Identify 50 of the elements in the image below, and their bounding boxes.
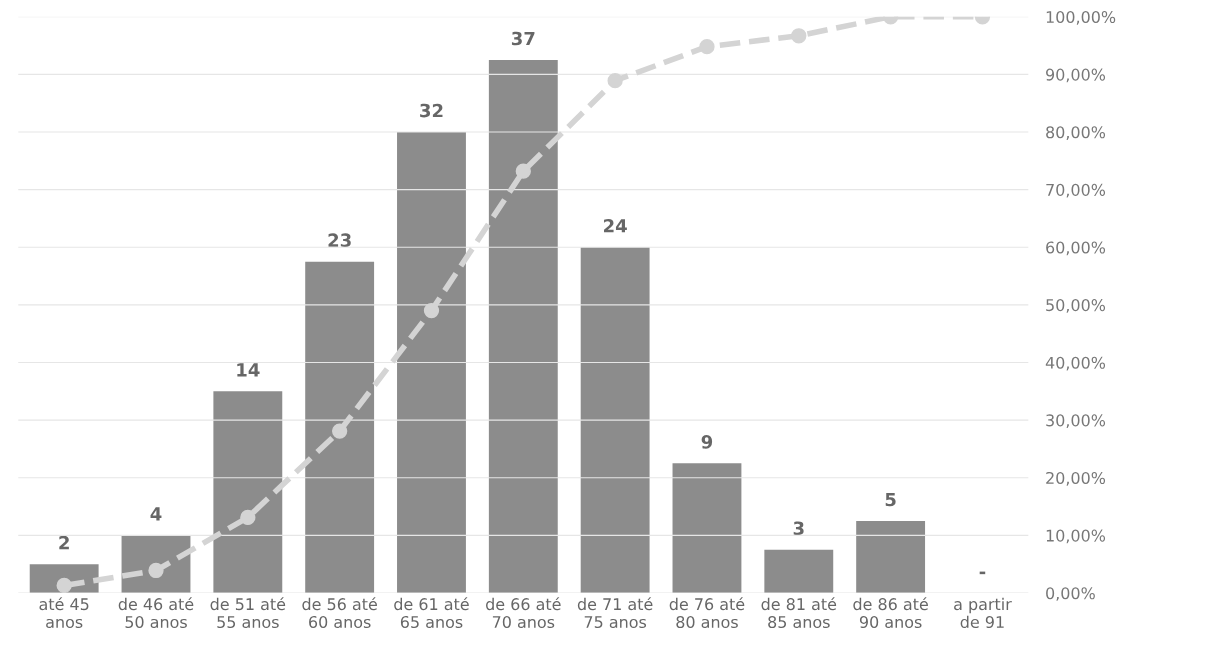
point bbox=[56, 577, 72, 593]
data-label: 37 bbox=[511, 31, 535, 46]
data-label: 5 bbox=[885, 492, 896, 507]
x-tick-label: de 61 até 65 anos bbox=[394, 597, 469, 629]
data-label: 23 bbox=[328, 233, 351, 248]
y2-tick-label: 80,00% bbox=[1046, 126, 1106, 140]
bar bbox=[856, 520, 926, 593]
x-tick-label: de 51 até 55 anos bbox=[210, 597, 286, 629]
bar bbox=[305, 261, 375, 593]
bar bbox=[397, 131, 466, 593]
point bbox=[148, 562, 164, 579]
point bbox=[699, 39, 715, 55]
y2-tick-label: 0,00% bbox=[1046, 587, 1095, 601]
point bbox=[423, 302, 440, 319]
y2-tick-label: 50,00% bbox=[1046, 299, 1106, 313]
x-tick-label: de 81 até 85 anos bbox=[761, 597, 837, 629]
y2-tick-label: 40,00% bbox=[1045, 356, 1106, 371]
data-label: 2 bbox=[59, 535, 69, 550]
x-tick-label: até 45 anos bbox=[39, 597, 89, 629]
point bbox=[515, 163, 531, 179]
y2-tick-label: 60,00% bbox=[1046, 241, 1106, 256]
y2-tick-label: 100,00% bbox=[1046, 10, 1116, 25]
data-label: 24 bbox=[604, 218, 627, 233]
bar bbox=[213, 391, 283, 593]
data-label: 14 bbox=[237, 363, 260, 377]
bar bbox=[488, 59, 558, 593]
point bbox=[607, 73, 623, 89]
x-tick-label: de 71 até 75 anos bbox=[577, 597, 653, 629]
data-label: 9 bbox=[701, 435, 713, 449]
data-label: - bbox=[979, 571, 986, 575]
y2-tick-label: 90,00% bbox=[1046, 68, 1106, 83]
bar bbox=[672, 463, 742, 593]
point bbox=[240, 509, 256, 526]
point bbox=[332, 423, 348, 439]
x-tick-label: de 46 até 50 anos bbox=[118, 597, 194, 629]
x-tick-label: a partir de 91 bbox=[954, 597, 1012, 629]
y2-tick-label: 30,00% bbox=[1046, 414, 1106, 429]
y2-tick-label: 70,00% bbox=[1046, 183, 1106, 198]
bar bbox=[764, 549, 834, 593]
x-tick-label: de 86 até 90 anos bbox=[853, 597, 928, 629]
y2-tick-label: 20,00% bbox=[1046, 471, 1106, 486]
x-tick-label: de 66 até 70 anos bbox=[486, 597, 561, 629]
data-label: 3 bbox=[793, 521, 804, 536]
y2-tick-label: 10,00% bbox=[1046, 529, 1106, 544]
x-tick-label: de 76 até 80 anos bbox=[669, 597, 745, 629]
data-label: 4 bbox=[150, 507, 162, 521]
x-tick-label: de 56 até 60 anos bbox=[302, 597, 377, 629]
data-label: 32 bbox=[420, 103, 443, 118]
bar bbox=[580, 247, 650, 593]
point bbox=[791, 28, 807, 44]
